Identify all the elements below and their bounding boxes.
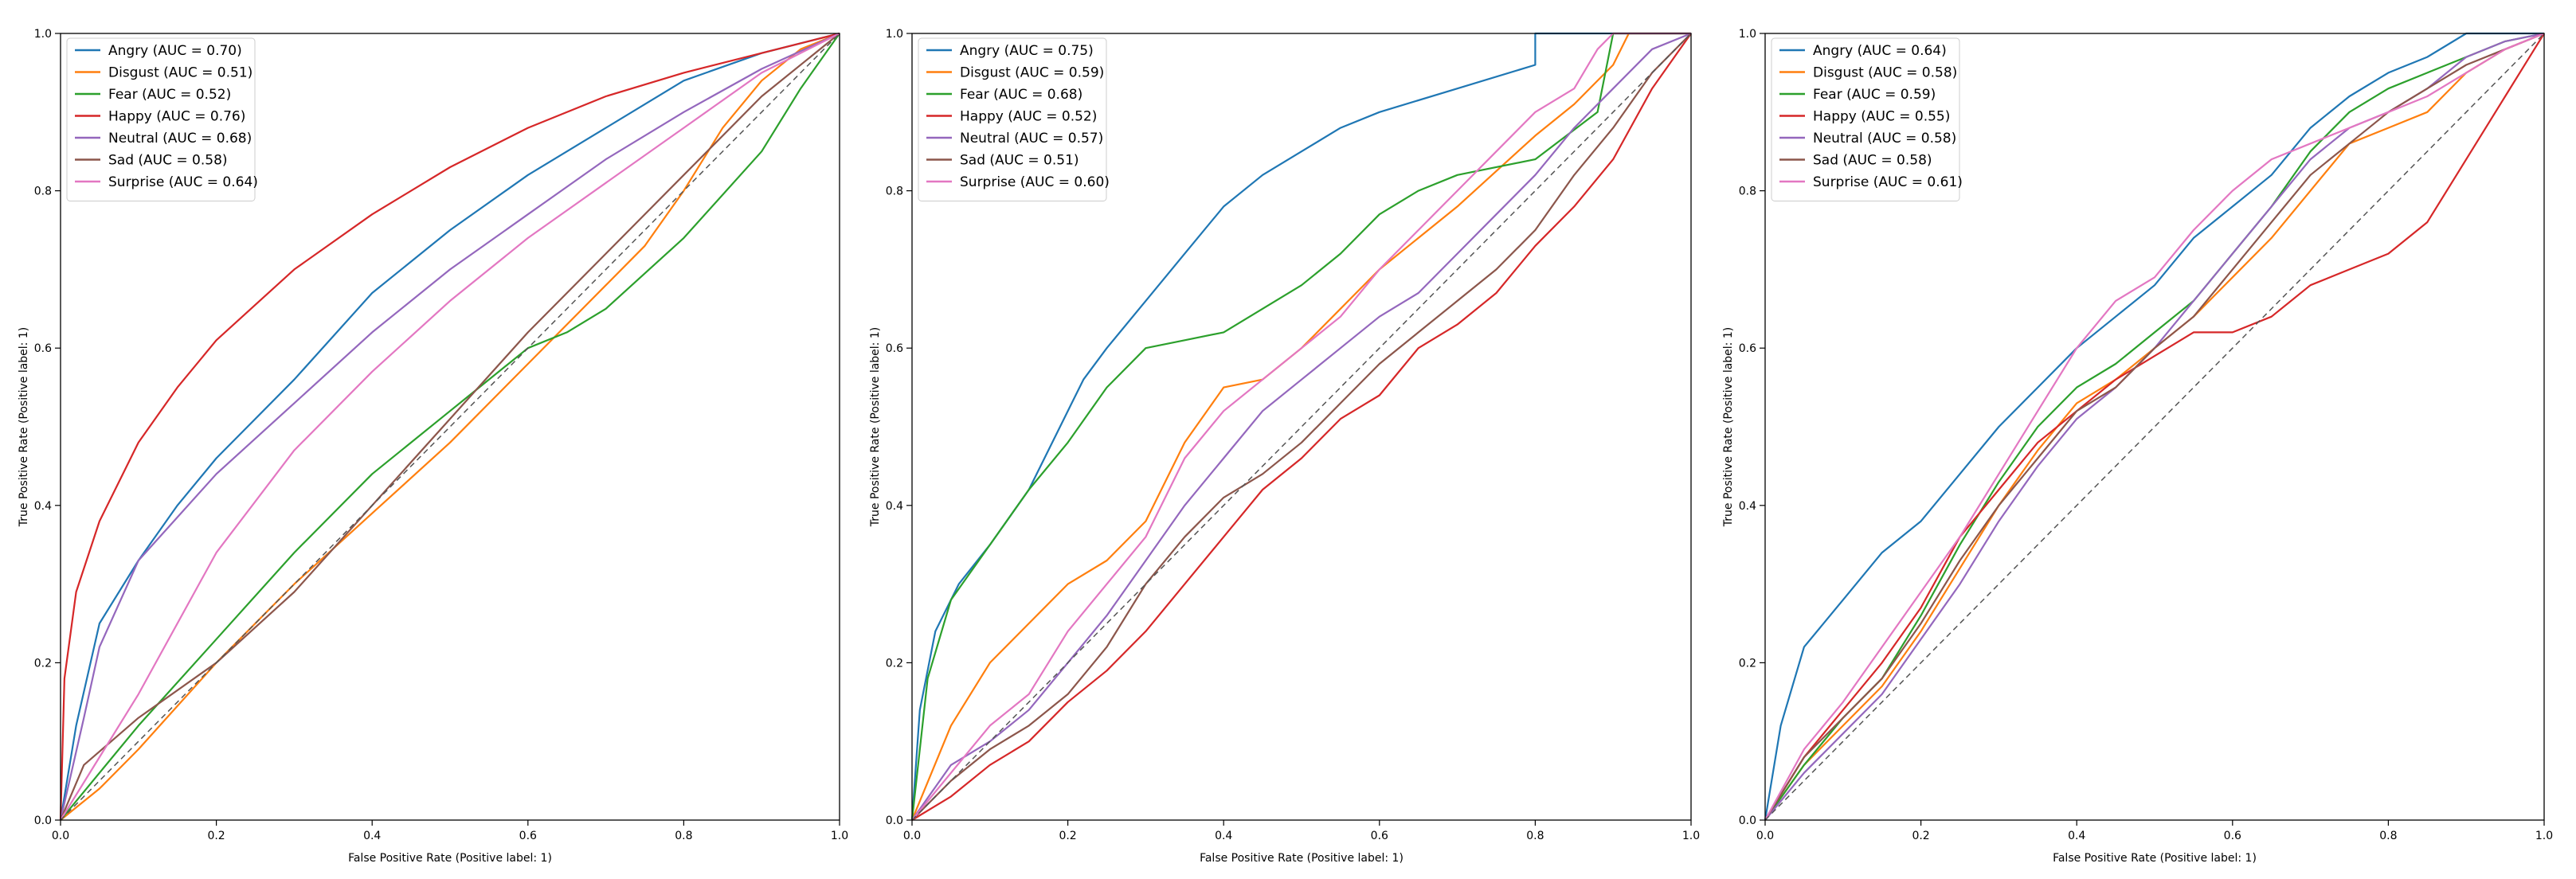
x-tick-label: 0.4 [1215,830,1232,842]
legend-label-angry: Angry (AUC = 0.64) [1813,43,1947,59]
y-tick-label: 0.2 [886,657,903,670]
series-line-disgust [60,32,840,821]
x-tick-label: 0.2 [207,830,225,842]
series-line-surprise [911,32,1691,821]
axes-frame [1764,33,2545,821]
x-tick-label: 0.4 [2068,830,2085,842]
legend: Angry (AUC = 0.64) Disgust (AUC = 0.58) Fe… [1771,37,1963,201]
legend: Angry (AUC = 0.75) Disgust (AUC = 0.59) Fe… [918,37,1110,201]
legend-label-happy: Happy (AUC = 0.55) [1813,109,1950,125]
legend-label-surprise: Surprise (AUC = 0.64) [108,174,258,190]
legend: Angry (AUC = 0.70) Disgust (AUC = 0.51) Fe… [66,37,258,201]
axes-frame [911,33,1692,821]
x-tick-label: 1.0 [831,830,848,842]
series-line-sad [59,33,840,821]
y-tick-label: 0.8 [34,186,52,198]
chance-line [60,33,840,821]
x-tick-label: 0.8 [2379,830,2397,842]
x-tick-label: 0.6 [519,830,537,842]
legend-label-fear: Fear (AUC = 0.59) [1813,87,1936,103]
legend-label-neutral: Neutral (AUC = 0.57) [960,131,1103,146]
x-tick-label: 0.6 [2224,830,2241,842]
x-tick-label: 0.0 [52,830,69,842]
series-line-neutral [911,32,1692,821]
legend-label-fear: Fear (AUC = 0.68) [960,87,1082,103]
axes-frame [60,33,840,821]
y-tick-label: 0.4 [886,500,903,513]
legend-label-angry: Angry (AUC = 0.70) [108,43,242,59]
series-line-happy [1764,33,2545,821]
series-line-surprise [60,33,840,821]
x-tick-label: 0.0 [903,830,921,842]
y-tick-label: 0.0 [1739,815,1756,827]
legend-label-disgust: Disgust (AUC = 0.51) [108,65,253,81]
x-tick-label: 0.0 [1756,830,1774,842]
y-tick-label: 0.0 [886,815,903,827]
legend-label-happy: Happy (AUC = 0.52) [960,109,1097,125]
legend-label-sad: Sad (AUC = 0.51) [960,153,1079,169]
y-tick-label: 0.8 [1739,186,1756,198]
x-axis-label: False Positive Rate (Positive label: 1) [1200,852,1403,865]
legend-label-sad: Sad (AUC = 0.58) [1813,153,1932,169]
legend-label-happy: Happy (AUC = 0.76) [108,109,245,125]
legend-label-angry: Angry (AUC = 0.75) [960,43,1094,59]
legend-label-disgust: Disgust (AUC = 0.59) [960,65,1104,81]
legend-label-neutral: Neutral (AUC = 0.68) [108,131,252,146]
y-axis-label: True Positive Rate (Positive label: 1) [869,327,882,527]
series-line-neutral [59,32,840,821]
series-line-sad [911,33,1692,821]
y-axis-label: True Positive Rate (Positive label: 1) [1722,327,1735,527]
roc-panel-3: 0.0 0.2 0.4 0.6 0.8 1.0 0.0 0.2 0.4 0.6 0.8 1.0 Fals… [1722,28,2553,865]
legend-box [918,37,1107,201]
y-tick-label: 0.8 [886,186,903,198]
x-tick-label: 0.8 [1526,830,1544,842]
y-tick-label: 0.4 [34,500,52,513]
x-axis-label: False Positive Rate (Positive label: 1) [348,852,552,865]
series-line-angry [59,32,840,821]
series-line-angry [910,32,1691,821]
series-line-surprise [1764,32,2545,821]
legend-label-neutral: Neutral (AUC = 0.58) [1813,131,1956,146]
y-tick-label: 0.4 [1739,500,1756,513]
x-axis-label: False Positive Rate (Positive label: 1) [2053,852,2257,865]
x-tick-label: 1.0 [2535,830,2553,842]
y-tick-label: 0.0 [34,815,52,827]
y-tick-label: 1.0 [1739,28,1756,41]
y-tick-label: 0.6 [886,342,903,355]
legend-label-disgust: Disgust (AUC = 0.58) [1813,65,1957,81]
y-axis-label: True Positive Rate (Positive label: 1) [18,327,30,527]
legend-label-sad: Sad (AUC = 0.58) [108,153,228,169]
series-line-happy [911,33,1692,821]
x-tick-label: 0.2 [1912,830,1929,842]
x-tick-label: 0.2 [1059,830,1076,842]
y-tick-label: 0.2 [1739,657,1756,670]
legend-box [66,37,256,201]
chance-line [911,33,1692,821]
series-line-happy [59,32,840,821]
series-line-fear [60,33,840,821]
legend-label-surprise: Surprise (AUC = 0.61) [1813,174,1963,190]
y-tick-label: 1.0 [34,28,52,41]
x-tick-label: 0.6 [1371,830,1388,842]
series-line-fear [910,32,1691,821]
y-tick-label: 0.6 [34,342,52,355]
y-tick-label: 0.6 [1739,342,1756,355]
y-tick-label: 1.0 [886,28,903,41]
chance-line [1764,33,2545,821]
roc-panel-1: 0.0 0.2 0.4 0.6 0.8 1.0 0.0 0.2 0.4 0.6 0.8 1.0 Fals… [18,28,848,865]
legend-label-fear: Fear (AUC = 0.52) [108,87,231,103]
y-tick-label: 0.2 [34,657,52,670]
legend-label-surprise: Surprise (AUC = 0.60) [960,174,1110,190]
x-tick-label: 0.8 [675,830,692,842]
x-tick-label: 1.0 [1682,830,1700,842]
series-line-sad [1764,32,2545,821]
roc-panel-2: 0.0 0.2 0.4 0.6 0.8 1.0 0.0 0.2 0.4 0.6 0.8 1.0 Fals… [869,28,1700,865]
legend-box [1771,37,1960,201]
series-line-angry [1764,32,2544,821]
x-tick-label: 0.4 [363,830,381,842]
series-line-fear [1764,32,2545,821]
